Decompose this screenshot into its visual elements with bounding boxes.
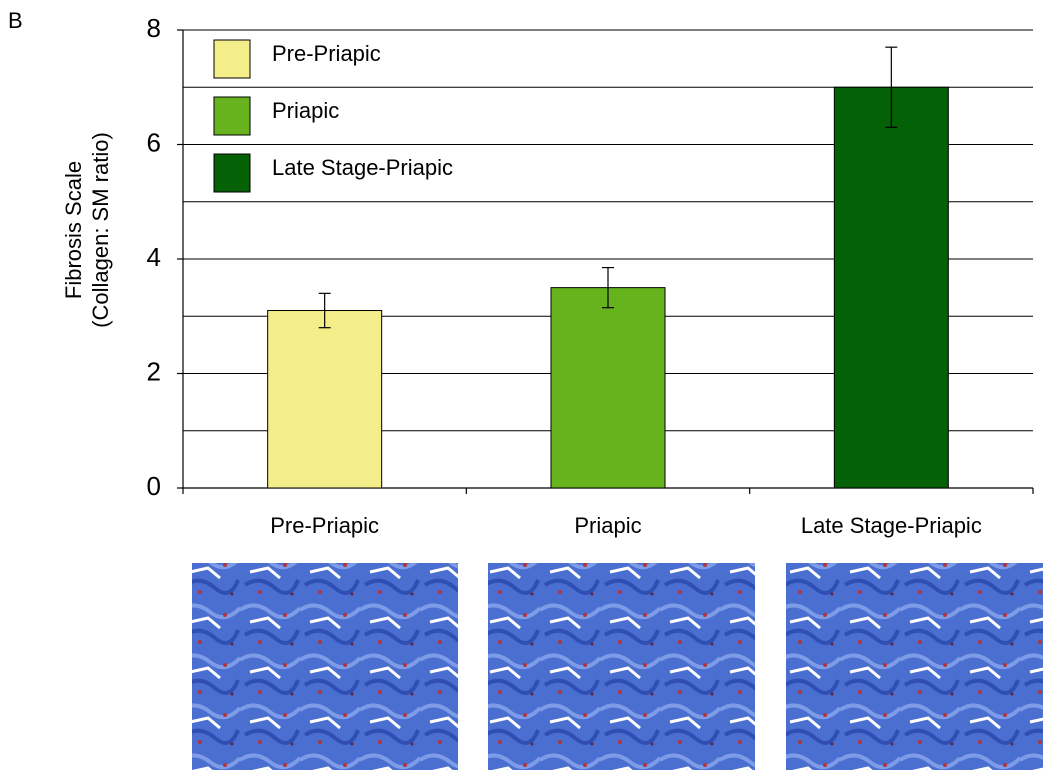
error-bar — [318, 292, 331, 329]
y-tick-label: 2 — [147, 356, 161, 386]
legend-label: Priapic — [272, 98, 339, 123]
y-tick-label: 8 — [147, 13, 161, 43]
legend-swatch — [213, 153, 251, 193]
y-tick-label: 4 — [147, 242, 161, 272]
error-bar — [885, 46, 898, 128]
histology-image — [192, 563, 458, 770]
x-tick-label: Late Stage-Priapic — [801, 513, 982, 538]
y-axis-label: (Collagen: SM ratio) — [88, 132, 113, 328]
legend-label: Late Stage-Priapic — [272, 155, 453, 180]
bar — [833, 86, 949, 489]
error-bar — [602, 266, 614, 309]
x-tick-label: Pre-Priapic — [270, 513, 379, 538]
histology-image — [786, 563, 1043, 770]
x-tick-label: Priapic — [574, 513, 641, 538]
panel-label: B — [8, 8, 23, 33]
histology-image — [488, 563, 755, 770]
legend-swatch — [213, 39, 251, 79]
legend-label: Pre-Priapic — [272, 41, 381, 66]
legend-swatch — [213, 96, 251, 136]
bar — [267, 310, 383, 489]
y-tick-label: 0 — [147, 471, 161, 501]
y-axis-label: Fibrosis Scale — [61, 161, 86, 299]
y-tick-label: 6 — [147, 127, 161, 157]
bar — [550, 287, 666, 489]
